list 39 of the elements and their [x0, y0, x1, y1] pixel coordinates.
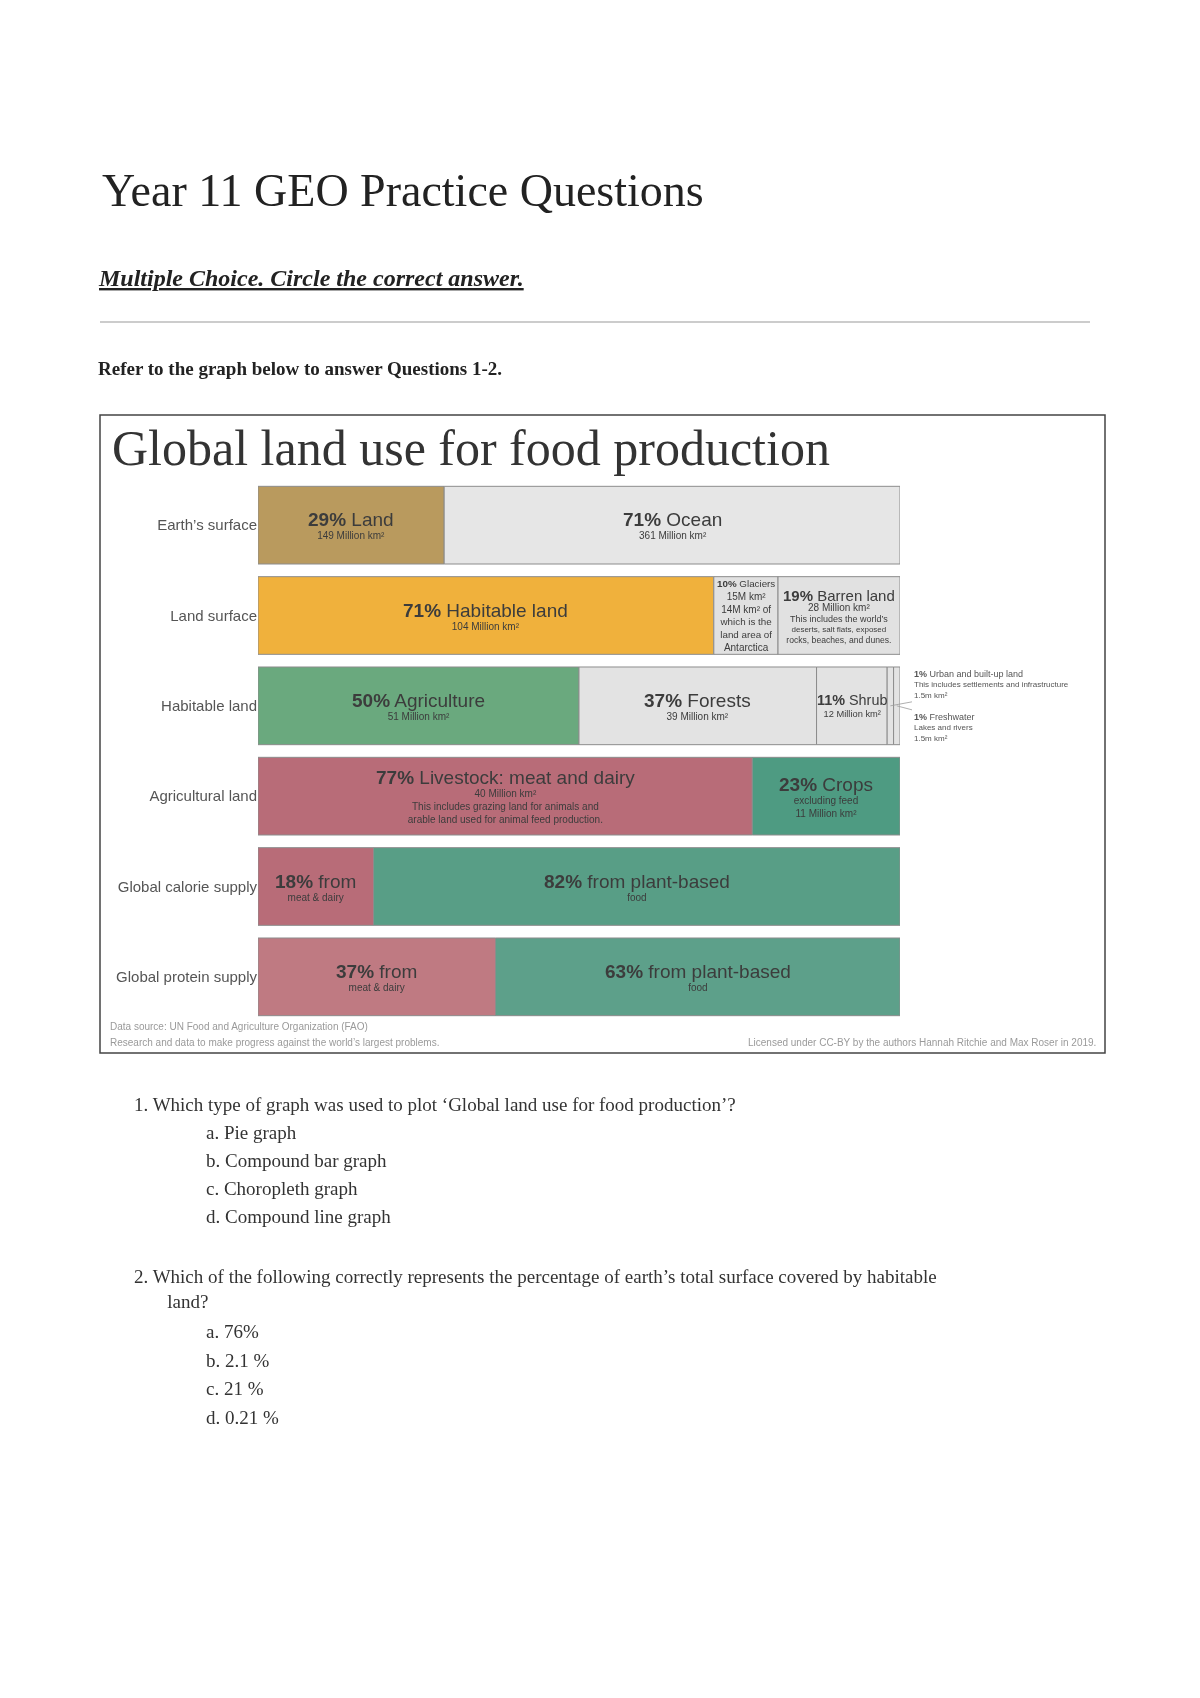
y-tick-label: Land surface — [170, 606, 257, 624]
y-tick-label: Global protein supply — [116, 968, 258, 986]
text: c. Choropleth graph — [206, 1178, 358, 1199]
chart-title: Global land use for food production — [112, 419, 830, 476]
data-label: 1% Urban and built-up land This includes settlements and infrastructure 1.5m km² — [914, 669, 1069, 700]
data-label: 82% from plant-based food — [544, 871, 730, 903]
data-label: 37% Forests 39 Million km² — [644, 690, 751, 722]
data-label: 1% Freshwater Lakes and rivers 1.5m km² — [914, 712, 975, 743]
text: b. Compound bar graph — [206, 1150, 387, 1171]
text: Research and data to make progress against the world’s largest problems. — [110, 1037, 440, 1048]
data-label: 18% from meat & dairy — [275, 871, 357, 903]
text: 2. Which of the following correctly represents the percentage of earth’s total surface covered by habitable land? — [134, 1266, 937, 1312]
data-label: 50% Agriculture 51 Million km² — [352, 690, 486, 722]
data-label: 19% Barren land 28 Million km² This includes the world’s deserts, salt flats, exposed rocks, beaches, and dunes. — [783, 587, 895, 645]
text: Multiple Choice. Circle the correct answer. — [98, 265, 524, 291]
text: Refer to the graph below to answer Questions 1-2. — [98, 358, 503, 379]
text: a. Pie graph — [206, 1122, 297, 1143]
text: Licensed under CC-BY by the authors Hannah Ritchie and Max Roser in 2019. — [748, 1037, 1097, 1048]
data-label: 77% Livestock: meat and dairy 40 Million km² This includes grazing land for animals and arable land used for animal feed production. — [376, 767, 636, 825]
text: a. 76% — [206, 1321, 259, 1342]
text: c. 21 % — [206, 1378, 264, 1399]
data-label: 63% from plant-based food — [605, 961, 791, 993]
y-tick-label: Agricultural land — [149, 787, 257, 805]
data-label: 71% Ocean 361 Million km² — [623, 509, 723, 541]
text: d. 0.21 % — [206, 1407, 279, 1428]
data-label: 37% from meat & dairy — [336, 961, 418, 993]
data-label: 29% Land 149 Million km² — [308, 509, 394, 541]
text: d. Compound line graph — [206, 1206, 392, 1227]
y-tick-label: Global calorie supply — [117, 877, 258, 895]
data-label: 10% Glaciers 15M km² 14M km² of which is the land area of Antarctica — [717, 578, 776, 653]
annotation: Data source: UN Food and Agriculture Organization (FAO) — [110, 1021, 368, 1032]
data-label: 23% Crops excluding feed 11 Million km² — [779, 774, 873, 819]
y-tick-label: Habitable land — [161, 697, 257, 715]
text: Year 11 GEO Practice Questions — [102, 165, 704, 216]
data-label: 11% Shrub 12 Million km² — [817, 692, 888, 720]
text: 1. Which type of graph was used to plot ‘Global land use for food production’? — [134, 1094, 736, 1115]
text: b. 2.1 % — [206, 1350, 270, 1371]
y-tick-label: Earth’s surface — [157, 516, 257, 534]
data-label: 71% Habitable land 104 Million km² — [403, 600, 568, 632]
